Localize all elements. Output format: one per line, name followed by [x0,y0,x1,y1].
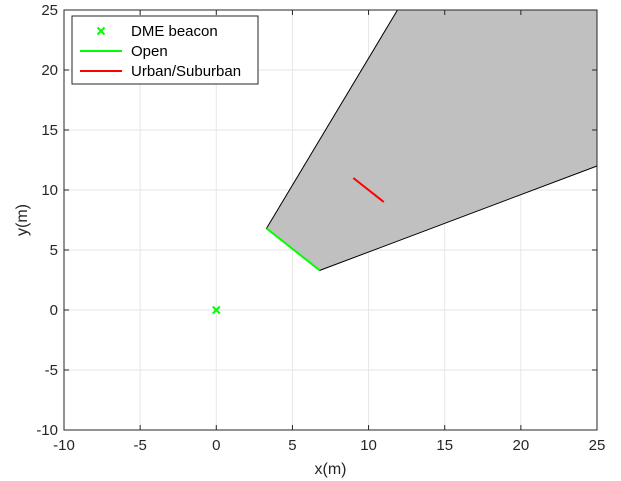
y-tick-label: 25 [41,2,58,19]
x-tick-label: -10 [53,437,75,454]
x-tick-label: -5 [133,437,146,454]
series-layer [212,177,385,315]
x-tick-label: 20 [513,437,530,454]
y-tick-label: 10 [41,182,58,199]
legend-label-open: Open [131,43,168,60]
y-tick-label: 20 [41,62,58,79]
x-tick-label: 5 [288,437,296,454]
series-line-open [265,227,321,272]
ticks: -10 -5 0 5 10 15 20 25 -10 -5 0 5 10 15 20 25 [36,2,605,454]
y-axis-label: y(m) [14,204,31,236]
x-axis-label: x(m) [315,461,347,478]
series-line-urban-suburban [352,177,385,203]
y-tick-label: -5 [45,362,58,379]
y-tick-label: -10 [36,422,58,439]
y-tick-label: 5 [50,242,58,259]
legend-box [71,15,259,85]
y-tick-label: 15 [41,122,58,139]
y-tick-label: 0 [50,302,58,319]
legend-swatch-dme-beacon [96,26,106,36]
plot-frame [63,9,598,431]
x-tick-label: 25 [589,437,606,454]
legend-label-urban-suburban: Urban/Suburban [131,63,241,80]
x-tick-label: 10 [360,437,377,454]
legend: DME beacon Open Urban/Suburban [71,15,259,85]
legend-label-dme-beacon: DME beacon [131,23,218,40]
x-tick-label: 0 [212,437,220,454]
x-tick-label: 15 [436,437,453,454]
series-marker-dme-beacon [212,305,221,315]
